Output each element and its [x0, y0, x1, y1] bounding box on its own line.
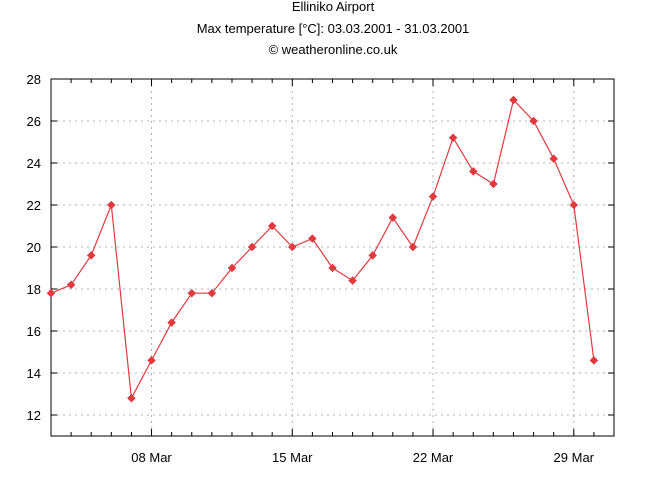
y-tick-label: 18: [27, 282, 41, 297]
data-point: [247, 242, 257, 252]
data-point: [388, 213, 398, 222]
data-point: [448, 133, 458, 143]
data-point: [328, 263, 337, 273]
x-tick-label: 15 Mar: [272, 450, 313, 465]
data-point: [127, 393, 136, 403]
data-point: [529, 116, 538, 126]
data-point: [287, 242, 297, 252]
data-point: [86, 251, 96, 260]
data-point: [348, 276, 357, 285]
data-point: [408, 242, 418, 252]
data-point: [267, 221, 277, 231]
data-point: [428, 192, 438, 201]
chart-credit: © weatheronline.co.uk: [269, 42, 398, 57]
data-point: [207, 288, 217, 298]
x-tick-label: 29 Mar: [554, 450, 595, 465]
data-point: [167, 318, 176, 327]
data-point: [308, 234, 317, 243]
y-tick-label: 12: [27, 408, 41, 423]
y-tick-label: 26: [27, 114, 41, 129]
data-point: [227, 263, 237, 273]
data-point: [549, 154, 559, 164]
chart-title: Elliniko Airport: [292, 0, 375, 14]
data-point: [589, 356, 599, 365]
data-point: [509, 95, 518, 105]
y-tick-label: 14: [27, 366, 41, 381]
y-tick-label: 24: [27, 156, 41, 171]
data-point: [368, 251, 378, 260]
data-point: [106, 200, 116, 210]
y-tick-label: 28: [27, 72, 41, 87]
data-point: [46, 288, 56, 298]
y-tick-label: 22: [27, 198, 41, 213]
data-point: [147, 356, 156, 365]
data-point: [66, 280, 76, 290]
y-tick-label: 16: [27, 324, 41, 339]
series-max-temperature: [46, 95, 599, 403]
grid: [51, 79, 614, 436]
data-point: [489, 179, 498, 189]
plot-frame: [50, 78, 615, 437]
x-tick-label: 08 Mar: [131, 450, 172, 465]
series-line: [50, 98, 595, 401]
data-point: [187, 288, 197, 298]
chart-subtitle: Max temperature [°C]: 03.03.2001 - 31.03…: [197, 21, 470, 36]
axes: 12 14 16 18 20 22 24 26 28 08 Mar 15 Mar 22 Mar 29 M…: [27, 72, 615, 465]
x-tick-label: 22 Mar: [413, 450, 454, 465]
data-point: [468, 167, 478, 176]
y-tick-label: 20: [27, 240, 41, 255]
data-point: [569, 200, 579, 210]
